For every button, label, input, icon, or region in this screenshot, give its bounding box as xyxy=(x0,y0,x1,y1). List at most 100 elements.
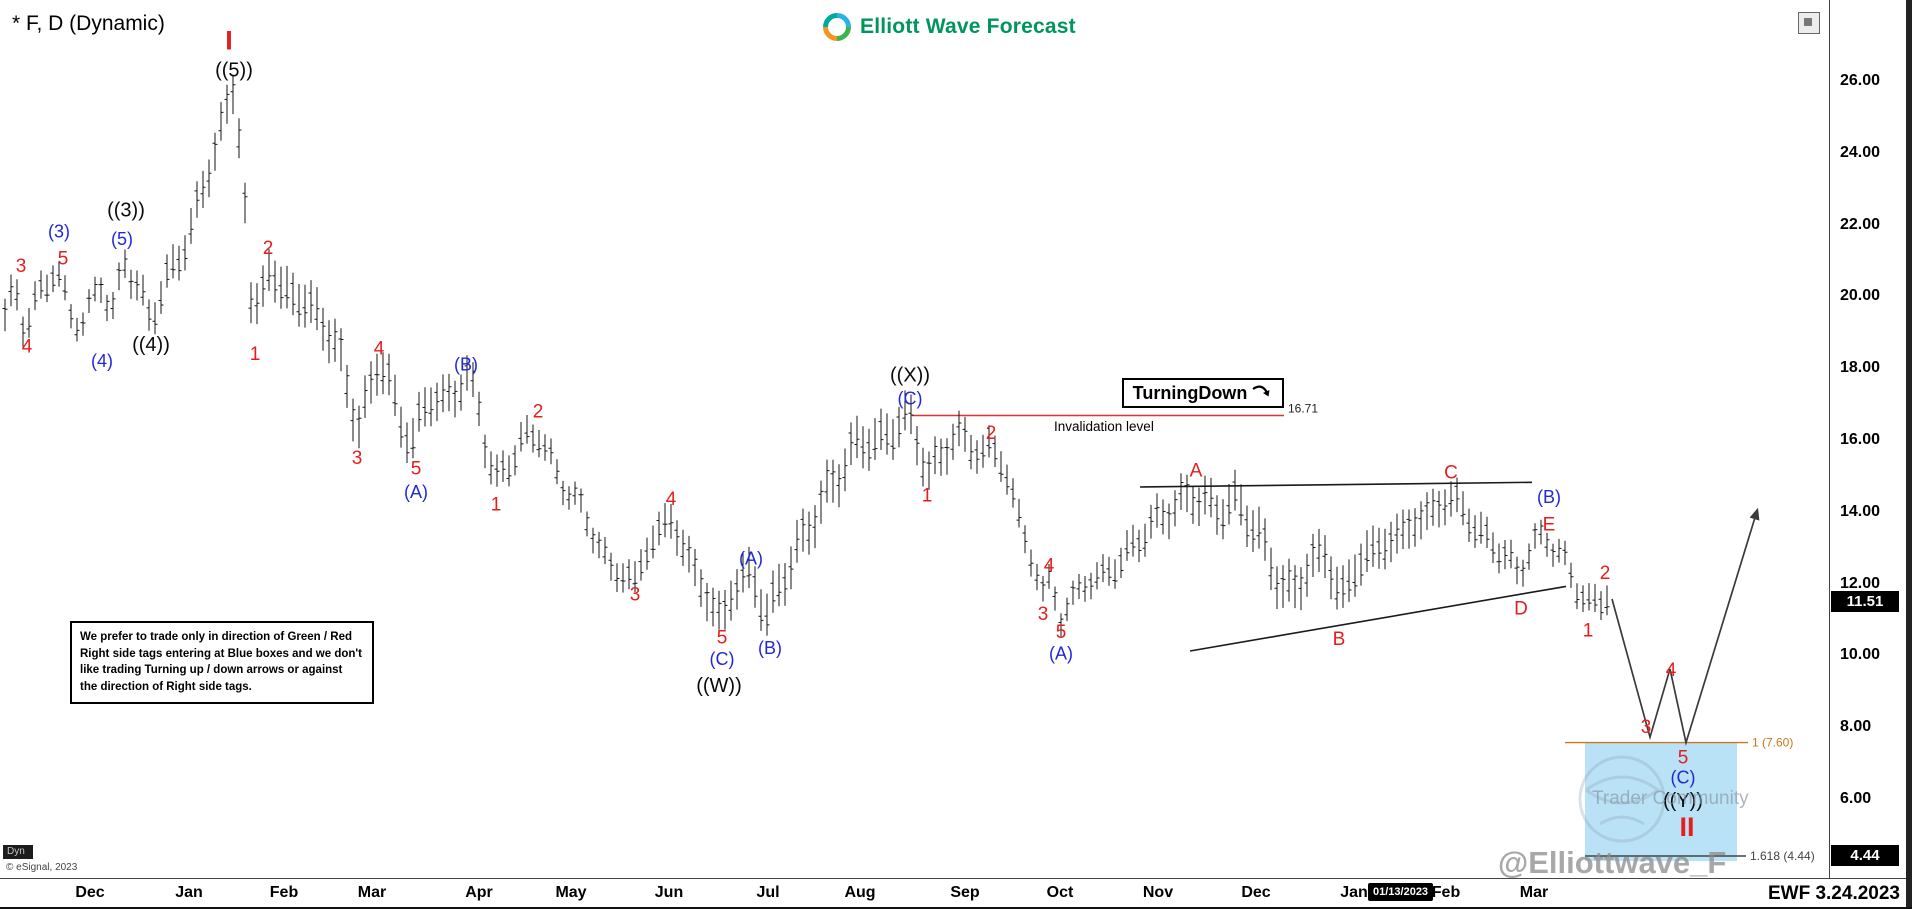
wave-label: (3) xyxy=(48,222,70,242)
wave-label: 4 xyxy=(1044,556,1055,577)
wave-label: 3 xyxy=(16,256,27,277)
wave-label: (4) xyxy=(91,351,113,371)
wave-label: ((5)) xyxy=(215,59,253,81)
x-axis-label: Mar xyxy=(1519,884,1549,901)
wave-label: A xyxy=(1190,461,1203,482)
wave-label: 5 xyxy=(1056,622,1067,643)
wave-label: 5 xyxy=(411,459,422,480)
blue-box-level-badge: 4.44 xyxy=(1831,845,1899,866)
invalidation-value: 16.71 xyxy=(1288,402,1318,416)
wave-label: ((W)) xyxy=(696,675,742,697)
wave-label: (C) xyxy=(1671,767,1696,787)
price-axis[interactable]: 26.00 24.00 22.00 20.00 18.00 16.00 14.00 12.00… xyxy=(1829,0,1912,878)
brand-name: Elliott Wave Forecast xyxy=(860,15,1076,38)
trendline[interactable] xyxy=(1139,481,1533,488)
wave-label: 3 xyxy=(1038,604,1049,625)
projection-path xyxy=(1611,507,1760,746)
x-axis-label: Jan xyxy=(1340,884,1368,901)
wave-label: (A) xyxy=(404,482,428,502)
wave-label: 2 xyxy=(533,401,544,422)
window-right-edge xyxy=(1906,0,1912,909)
wave-label: (A) xyxy=(1049,643,1073,663)
last-price-badge: 11.51 xyxy=(1831,591,1899,613)
x-axis-label: Sep xyxy=(950,884,980,901)
disclaimer-box: We prefer to trade only in direction of … xyxy=(70,621,374,704)
disclaimer-line: We prefer to trade only in direction of … xyxy=(80,631,352,643)
turning-down-callout: TurningDown xyxy=(1122,378,1284,408)
time-axis[interactable]: EWF 3.24.2023 Dec Jan Feb Mar Apr May Jun Jul Au… xyxy=(0,878,1912,908)
esignal-credit: © eSignal, 2023 xyxy=(6,862,78,873)
wave-label: 5 xyxy=(1678,748,1689,769)
x-axis-label: Feb xyxy=(269,884,299,901)
wave-label: 2 xyxy=(263,238,274,259)
wave-label: 2 xyxy=(1600,563,1611,584)
x-axis-label: Dec xyxy=(1241,884,1271,901)
x-axis-label: Jan xyxy=(175,884,203,901)
price-bars[interactable] xyxy=(2,74,1610,637)
y-axis-tick: 18.00 xyxy=(1840,359,1881,377)
wave-label: (C) xyxy=(898,388,923,408)
wave-label: 5 xyxy=(717,627,728,648)
y-axis-tick: 16.00 xyxy=(1840,431,1881,448)
fib-level-label: 1 (7.60) xyxy=(1752,736,1793,750)
wave-label: (A) xyxy=(739,548,763,568)
wave-label: 5 xyxy=(58,249,69,270)
wave-label: ((3)) xyxy=(107,199,145,221)
wave-label: 1 xyxy=(922,486,933,507)
chart-toolbox-icon[interactable] xyxy=(1798,12,1820,34)
y-axis-tick: 26.00 xyxy=(1840,72,1881,89)
date-marker-badge: 01/13/2023 xyxy=(1368,883,1434,901)
wave-label: 3 xyxy=(352,448,363,469)
wave-label: 1 xyxy=(1583,620,1594,641)
wave-label: 4 xyxy=(22,337,33,358)
window-bottom-edge xyxy=(0,907,1912,909)
x-axis-label: Jul xyxy=(756,884,780,901)
symbol-title: * F, D (Dynamic) xyxy=(12,12,165,35)
y-axis-tick: 12.00 xyxy=(1840,574,1881,592)
invalidation-level-label: Invalidation level xyxy=(1054,419,1154,434)
wave-label: D xyxy=(1514,599,1528,620)
wave-label: (B) xyxy=(1537,487,1561,507)
wave-label: II xyxy=(1679,812,1694,842)
wave-label: I xyxy=(225,26,233,56)
x-axis-label: Aug xyxy=(844,884,876,901)
trendline[interactable] xyxy=(1189,585,1567,652)
turning-down-arrow-icon xyxy=(1252,385,1270,397)
wave-label: 1 xyxy=(250,344,261,365)
y-axis-tick: 24.00 xyxy=(1840,143,1881,161)
wave-label: B xyxy=(1333,629,1346,650)
wave-label: C xyxy=(1444,462,1458,483)
ewf-date: EWF 3.24.2023 xyxy=(1767,883,1900,904)
wave-label: (5) xyxy=(111,229,133,249)
y-axis-tick: 8.00 xyxy=(1840,718,1872,736)
x-axis-label: Oct xyxy=(1046,884,1074,901)
disclaimer-line: the direction of Right side tags. xyxy=(80,681,252,694)
wave-label: ((X)) xyxy=(890,365,930,387)
community-watermark: Trader Community xyxy=(1592,788,1749,809)
fib-level-label: 1.618 (4.44) xyxy=(1750,849,1815,863)
wave-label: E xyxy=(1543,514,1556,535)
price-chart[interactable]: 1 (7.60) 1.618 (4.44) 16.71 3 4 5 1 2 3 4 5 1 2 3 4 5 1 2… xyxy=(0,0,1829,878)
twitter-handle-watermark: @Elliottwave_F xyxy=(1498,845,1727,880)
dyn-study-badge[interactable]: Dyn xyxy=(3,845,33,859)
wave-label: (C) xyxy=(710,649,735,669)
wave-label: ((Y)) xyxy=(1663,790,1703,812)
y-axis-tick: 14.00 xyxy=(1840,502,1881,520)
wave-label: 1 xyxy=(491,495,502,516)
wave-label: 2 xyxy=(986,423,997,444)
x-axis-label: May xyxy=(555,884,587,901)
blue-box-target xyxy=(1585,742,1737,862)
y-axis-tick: 20.00 xyxy=(1840,287,1881,305)
wave-label: 3 xyxy=(630,584,641,605)
watermark-logo-icon xyxy=(1578,755,1666,843)
turning-down-label: TurningDown xyxy=(1132,382,1248,403)
y-axis-tick: 6.00 xyxy=(1840,790,1872,807)
x-axis-label: Dec xyxy=(75,884,105,901)
y-axis-tick: 22.00 xyxy=(1840,215,1881,233)
wave-label: 4 xyxy=(1666,660,1677,681)
disclaimer-line: Right side tags entering at Blue boxes a… xyxy=(80,647,362,660)
y-axis-tick: 10.00 xyxy=(1840,646,1881,664)
wave-label: 3 xyxy=(1641,717,1652,738)
wave-label: ((4)) xyxy=(132,334,170,356)
wave-label: (B) xyxy=(758,638,782,658)
